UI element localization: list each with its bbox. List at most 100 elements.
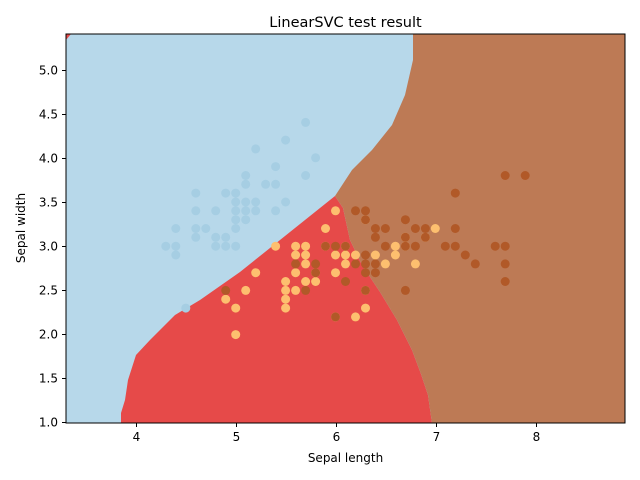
data-point-virginica xyxy=(370,232,380,242)
data-point-virginica xyxy=(361,259,370,269)
data-point-versicolor xyxy=(380,259,390,269)
data-point-virginica xyxy=(400,285,410,295)
data-point-setosa xyxy=(251,144,261,154)
data-point-versicolor xyxy=(370,250,380,260)
data-point-setosa xyxy=(271,206,281,216)
data-point-virginica xyxy=(370,259,380,269)
data-point-setosa xyxy=(191,188,201,198)
data-point-virginica xyxy=(500,171,510,180)
data-point-virginica xyxy=(410,224,420,233)
data-point-versicolor xyxy=(390,250,400,260)
data-point-setosa xyxy=(161,241,171,251)
data-point-versicolor xyxy=(221,294,231,304)
y-tick: 2.5 xyxy=(39,284,66,298)
data-point-setosa xyxy=(191,206,201,216)
data-point-virginica xyxy=(500,277,510,286)
data-point-setosa xyxy=(241,215,251,225)
data-point-virginica xyxy=(420,224,430,233)
data-point-setosa xyxy=(251,197,261,207)
data-point-setosa xyxy=(281,197,291,207)
data-point-virginica xyxy=(341,277,350,286)
region-corner-accent xyxy=(66,34,71,40)
data-point-setosa xyxy=(261,179,271,189)
y-tick: 3.0 xyxy=(39,240,66,254)
data-point-versicolor xyxy=(311,277,321,286)
data-point-versicolor xyxy=(231,303,241,313)
y-tick-label: 3.0 xyxy=(39,240,58,254)
data-point-virginica xyxy=(331,312,340,322)
data-point-virginica xyxy=(341,241,350,251)
x-axis: 4 5 6 7 8 Sepal length xyxy=(133,423,541,465)
data-point-versicolor xyxy=(301,277,311,286)
data-point-versicolor xyxy=(321,224,330,233)
data-point-virginica xyxy=(361,268,370,278)
data-point-setosa xyxy=(301,117,311,127)
data-point-versicolor xyxy=(241,285,251,295)
data-point-versicolor xyxy=(301,241,311,251)
data-point-virginica xyxy=(361,206,370,216)
data-point-setosa xyxy=(241,206,251,216)
x-tick-label: 7 xyxy=(433,430,441,444)
data-point-virginica xyxy=(361,215,370,225)
data-point-virginica xyxy=(450,241,460,251)
y-tick-label: 4.5 xyxy=(39,108,58,122)
x-axis-label: Sepal length xyxy=(308,451,383,465)
data-point-setosa xyxy=(301,171,311,180)
data-point-versicolor xyxy=(351,312,360,322)
data-point-virginica xyxy=(380,241,390,251)
data-point-setosa xyxy=(241,179,251,189)
data-point-virginica xyxy=(460,250,470,260)
data-point-versicolor xyxy=(291,250,301,260)
data-point-setosa xyxy=(231,224,241,233)
data-point-versicolor xyxy=(291,241,301,251)
x-tick-label: 6 xyxy=(333,430,341,444)
y-tick: 1.0 xyxy=(39,416,66,430)
data-point-virginica xyxy=(301,285,311,295)
y-tick: 4.5 xyxy=(39,108,66,122)
data-point-setosa xyxy=(231,188,241,198)
y-tick: 2.0 xyxy=(39,328,66,342)
data-point-versicolor xyxy=(281,285,291,295)
data-point-setosa xyxy=(191,232,201,242)
data-point-versicolor xyxy=(271,241,281,251)
data-point-versicolor xyxy=(301,259,311,269)
x-tick: 5 xyxy=(233,423,241,444)
data-point-versicolor xyxy=(281,277,291,286)
data-point-virginica xyxy=(321,241,330,251)
data-point-virginica xyxy=(361,250,370,260)
data-point-virginica xyxy=(351,206,360,216)
data-point-setosa xyxy=(211,232,221,242)
y-tick-label: 4.0 xyxy=(39,152,58,166)
data-point-setosa xyxy=(241,171,251,180)
y-tick-label: 2.0 xyxy=(39,328,58,342)
y-tick-label: 1.0 xyxy=(39,416,58,430)
chart-title: LinearSVC test result xyxy=(269,15,422,31)
data-point-versicolor xyxy=(301,250,311,260)
y-tick-label: 1.5 xyxy=(39,372,58,386)
series-setosa xyxy=(161,117,321,313)
data-point-versicolor xyxy=(341,259,350,269)
data-point-setosa xyxy=(221,241,231,251)
data-point-versicolor xyxy=(331,268,340,278)
data-point-versicolor xyxy=(291,285,301,295)
y-tick: 1.5 xyxy=(39,372,66,386)
data-point-virginica xyxy=(470,259,480,269)
x-tick-label: 8 xyxy=(533,430,541,444)
plot-frame xyxy=(65,33,626,424)
y-tick-label: 2.5 xyxy=(39,284,58,298)
data-point-virginica xyxy=(221,285,231,295)
x-tick-label: 5 xyxy=(233,430,241,444)
x-tick-label: 4 xyxy=(133,430,141,444)
data-point-setosa xyxy=(181,303,191,313)
data-point-setosa xyxy=(171,241,181,251)
data-point-setosa xyxy=(231,215,241,225)
data-point-virginica xyxy=(400,215,410,225)
data-point-virginica xyxy=(331,241,340,251)
data-point-virginica xyxy=(311,268,321,278)
data-point-virginica xyxy=(410,241,420,251)
data-point-setosa xyxy=(201,224,211,233)
data-point-virginica xyxy=(370,268,380,278)
data-point-virginica xyxy=(361,285,370,295)
data-point-versicolor xyxy=(341,250,350,260)
